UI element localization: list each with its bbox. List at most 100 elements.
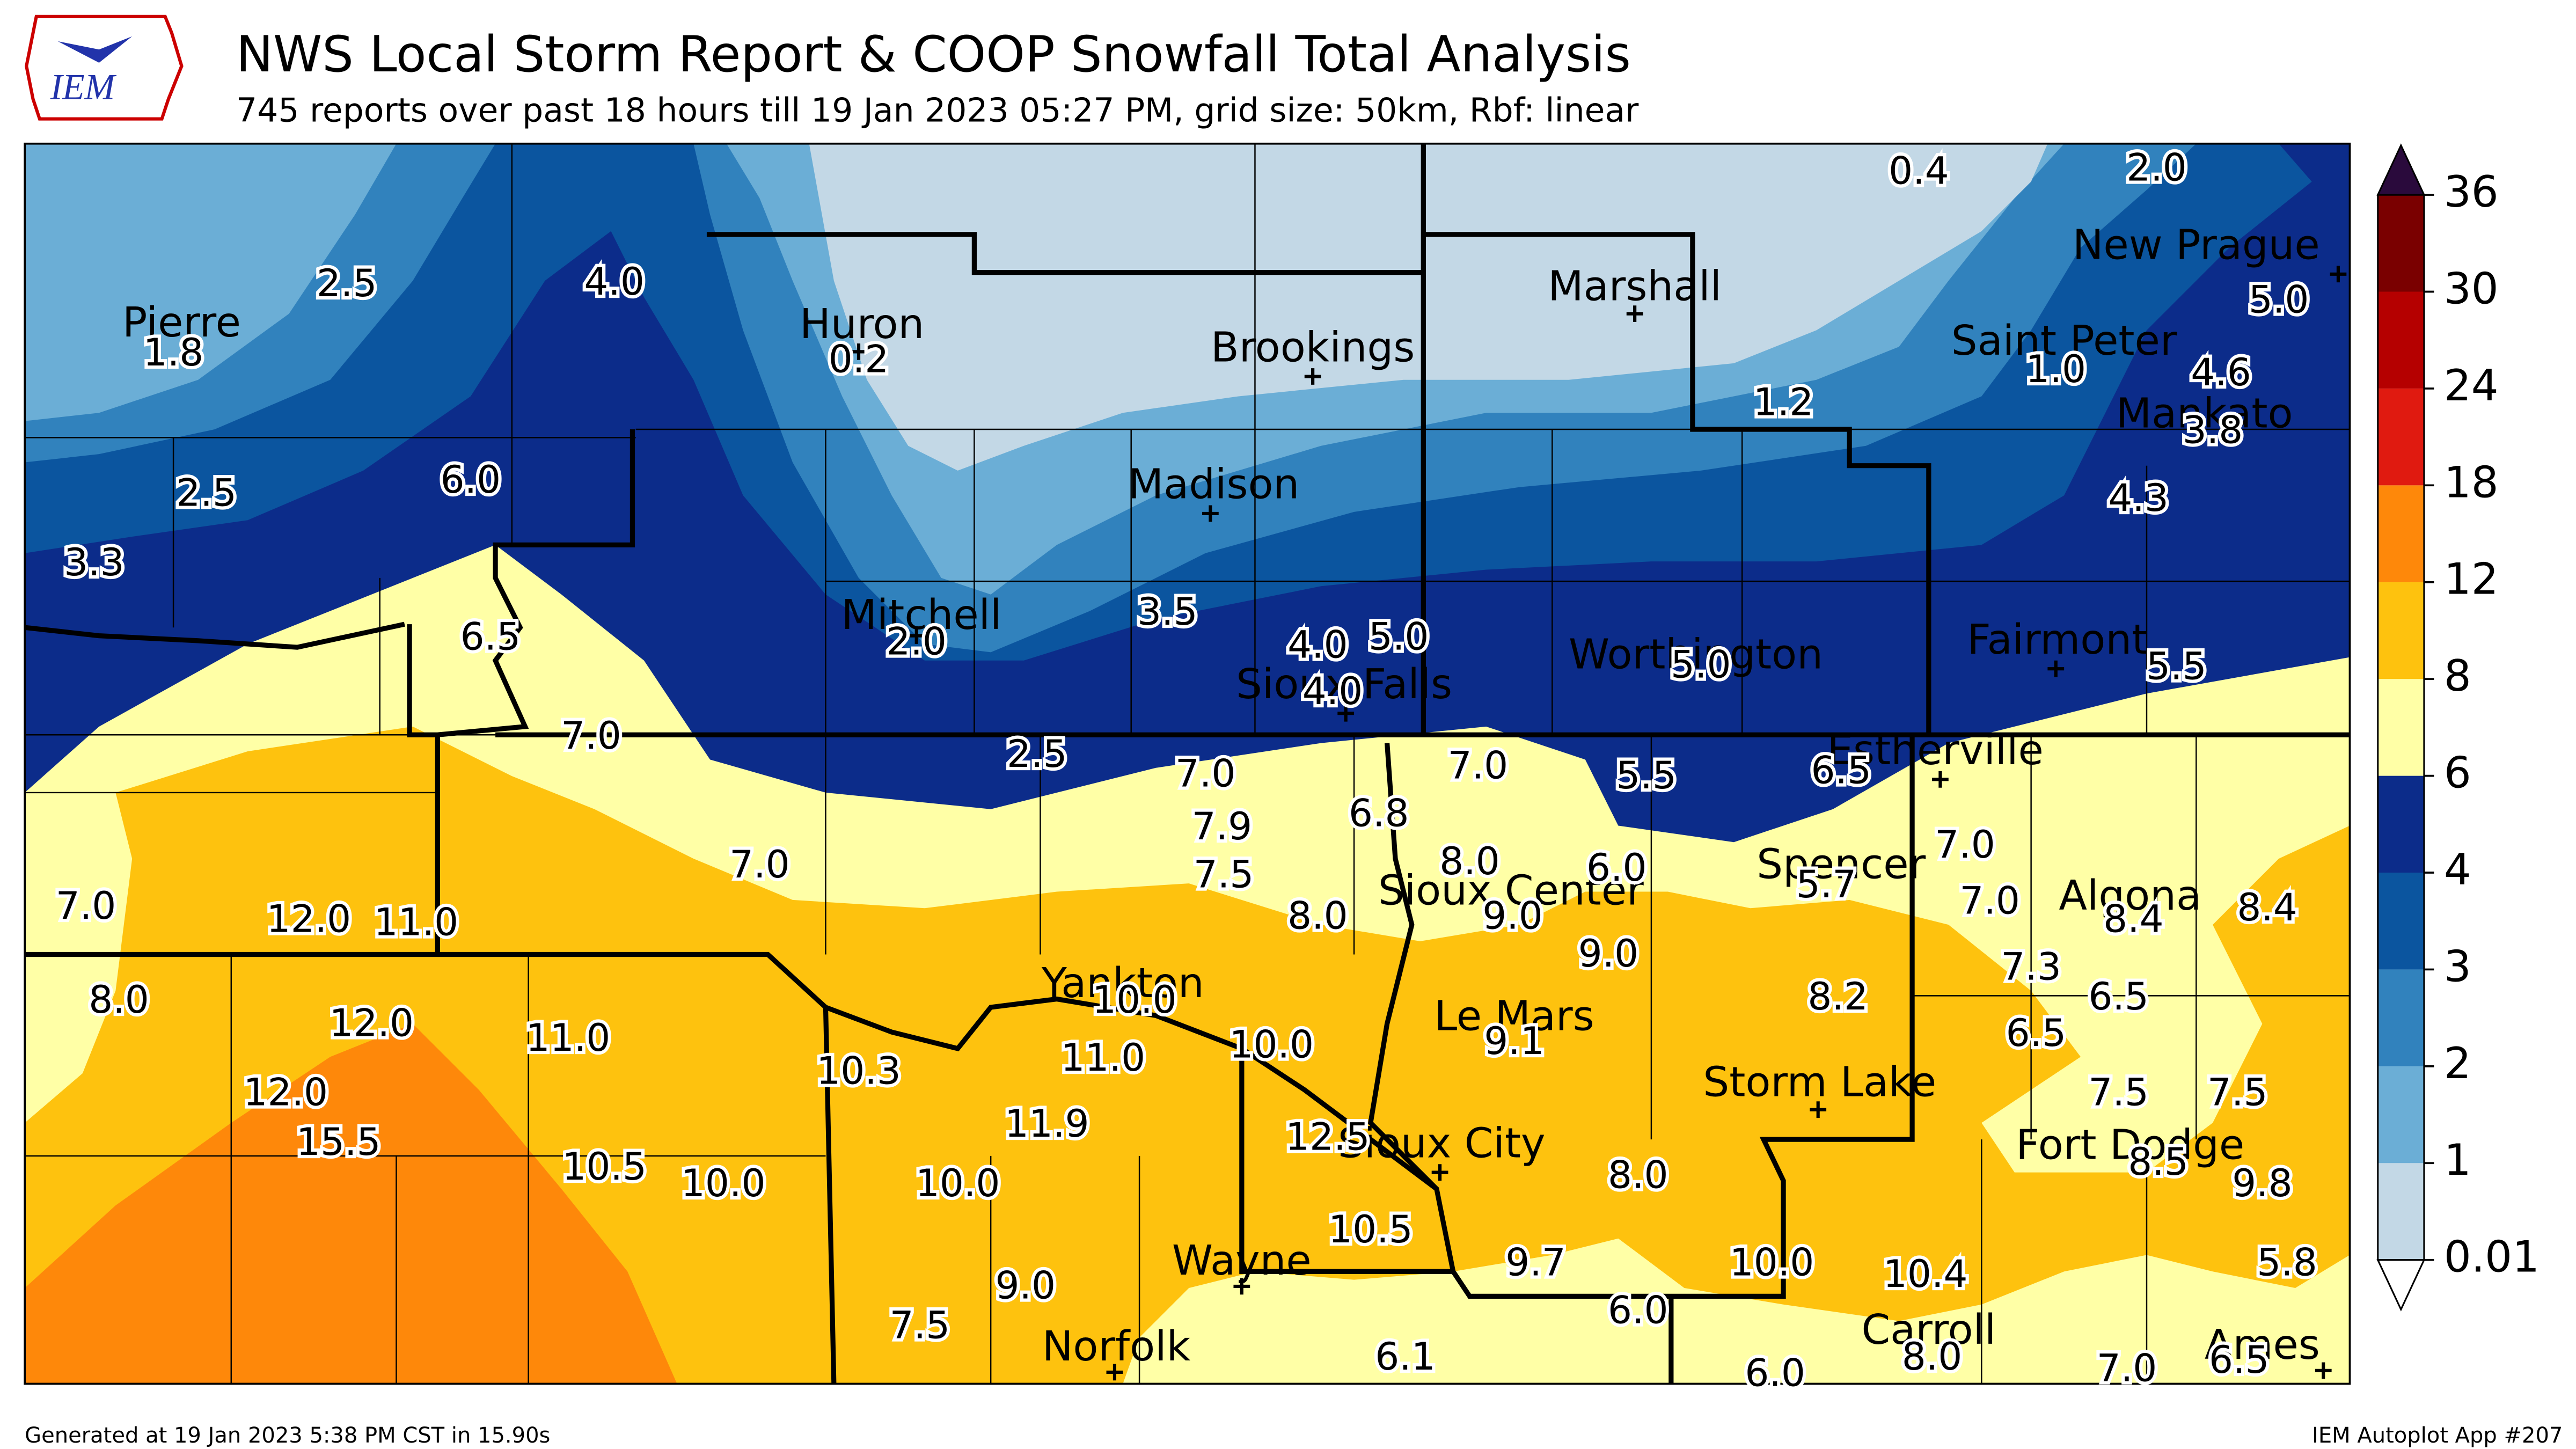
city-label: Sioux Falls (1236, 661, 1452, 708)
report-value: 12.5 (1285, 1115, 1370, 1159)
colorbar-segment (2377, 195, 2424, 292)
report-value: 9.0 (1578, 931, 1639, 976)
colorbar-segment (2377, 582, 2424, 679)
city-label: Fairmont (1967, 616, 2148, 664)
report-value: 10.0 (1229, 1022, 1314, 1066)
report-value: 7.0 (1959, 879, 2020, 923)
report-value: 5.8 (2257, 1240, 2317, 1284)
report-value: 8.0 (1608, 1152, 1668, 1197)
colorbar-tick-label: 30 (2444, 264, 2499, 313)
report-value: 10.5 (562, 1144, 647, 1189)
colorbar-segment (2377, 775, 2424, 873)
report-value: 12.0 (330, 1000, 414, 1045)
report-value: 6.5 (2006, 1011, 2067, 1055)
report-value: 10.4 (1883, 1252, 1968, 1296)
report-value: 4.0 (584, 259, 645, 304)
city-marker (1626, 305, 1643, 322)
colorbar-segment (2377, 1066, 2424, 1163)
colorbar-tick-label: 6 (2444, 748, 2471, 798)
report-value: 12.0 (244, 1070, 328, 1115)
report-value: 11.9 (1005, 1101, 1089, 1146)
report-value: 2.5 (1007, 731, 1067, 776)
city-label: Mankato (2116, 390, 2293, 437)
report-value: 2.5 (176, 471, 237, 515)
colorbar-tick-label: 8 (2444, 651, 2471, 701)
logo-icon (57, 36, 133, 63)
state-borders (24, 143, 2350, 1384)
report-value: 11.0 (526, 1015, 611, 1060)
report-value: 4.0 (1302, 669, 1363, 713)
report-value: 7.0 (1935, 822, 1995, 867)
city-marker (908, 627, 925, 644)
report-value: 12.0 (267, 896, 352, 941)
report-value: 1.2 (1753, 379, 1814, 424)
title: NWS Local Storm Report & COOP Snowfall T… (236, 25, 1631, 83)
report-value: 6.8 (1349, 791, 1409, 836)
report-value: 2.0 (886, 619, 947, 664)
report-value: 4.0 (1287, 623, 1348, 667)
city-label: Fort Dodge (2016, 1121, 2244, 1169)
colorbar-segment (2377, 291, 2424, 389)
report-value: 6.5 (1811, 748, 1872, 793)
colorbar-segment (2377, 679, 2424, 776)
report-value: 10.0 (916, 1161, 1000, 1205)
report-value: 6.5 (2209, 1337, 2270, 1382)
report-value: 5.5 (1616, 753, 1677, 797)
report-value: 9.1 (1484, 1019, 1545, 1063)
report-value: 2.5 (317, 261, 377, 305)
report-value: 10.0 (1730, 1240, 1814, 1284)
colorbar-tick-label: 0.01 (2444, 1232, 2540, 1282)
city-marker (850, 343, 867, 360)
city-label: Mitchell (841, 591, 1001, 639)
report-value: 0.4 (1889, 149, 1949, 193)
report-value: 6.0 (1608, 1288, 1668, 1333)
report-value: 15.5 (296, 1119, 381, 1164)
report-value: 2.0 (2126, 145, 2187, 189)
report-value: 8.0 (1902, 1334, 1963, 1379)
report-value: 8.0 (89, 977, 149, 1022)
report-value: 1.8 (143, 330, 204, 375)
report-value: 7.0 (56, 883, 116, 928)
city-marker (1431, 1164, 1448, 1181)
colorbar-tick-label: 2 (2444, 1038, 2471, 1088)
colorbar-over (2376, 143, 2426, 196)
colorbar-segment (2377, 388, 2424, 486)
city-label: Sioux City (1338, 1119, 1546, 1167)
city-label: Pierre (122, 299, 241, 347)
city-label: Carroll (1861, 1306, 1996, 1354)
logo-text: IEM (50, 67, 117, 107)
colorbar-tick-label: 18 (2444, 457, 2499, 507)
report-value: 8.5 (2128, 1139, 2189, 1184)
report-value: 5.5 (2146, 644, 2207, 689)
report-value: 5.0 (2249, 277, 2309, 322)
report-value: 6.5 (2088, 974, 2149, 1019)
report-value: 0.2 (829, 336, 889, 381)
city-label: New Prague (2073, 222, 2320, 269)
report-value: 7.0 (729, 842, 790, 887)
colorbar-tick-label: 12 (2444, 554, 2499, 604)
report-value: 3.3 (64, 540, 125, 584)
report-value: 3.8 (2183, 408, 2243, 452)
city-label: Algona (2059, 872, 2201, 920)
city-marker (1233, 1278, 1250, 1295)
colorbar-segment (2377, 873, 2424, 970)
report-value: 8.2 (1807, 974, 1868, 1019)
report-value: 9.0 (996, 1263, 1056, 1308)
report-value: 10.0 (1092, 977, 1177, 1022)
colorbar-tick-label: 1 (2444, 1135, 2471, 1185)
report-value: 10.3 (816, 1049, 901, 1093)
report-value: 11.0 (374, 900, 459, 945)
logo: IEM (25, 14, 184, 121)
report-value: 8.0 (1439, 839, 1500, 883)
city-label: Yankton (1041, 960, 1204, 1007)
logo-outline (25, 14, 184, 121)
colorbar-tick-label: 24 (2444, 361, 2499, 411)
city-marker (1932, 771, 1949, 788)
report-value: 6.0 (1745, 1351, 1805, 1395)
report-value: 11.0 (1061, 1035, 1146, 1080)
city-label: Spencer (1757, 840, 1926, 888)
city-label: Estherville (1827, 727, 2043, 774)
city-marker (2330, 266, 2347, 283)
report-value: 7.9 (1192, 804, 1253, 848)
report-value: 5.0 (1368, 614, 1429, 658)
